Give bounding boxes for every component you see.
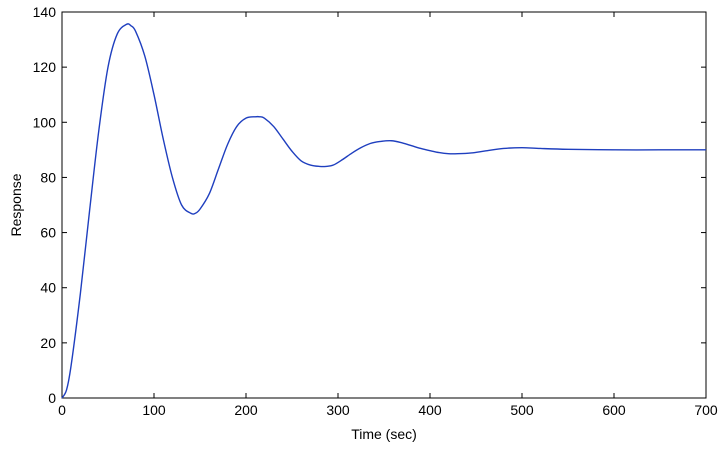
y-tick-label: 0 bbox=[48, 390, 56, 406]
x-tick-label: 0 bbox=[58, 402, 66, 418]
response-series-line bbox=[61, 23, 706, 399]
series-group bbox=[61, 23, 706, 399]
y-tick-label: 80 bbox=[40, 169, 56, 185]
plot-frame bbox=[61, 11, 707, 399]
y-tick-label: 120 bbox=[33, 59, 57, 75]
x-tick-label: 700 bbox=[694, 402, 718, 418]
y-tick-label: 60 bbox=[40, 225, 56, 241]
y-tick-label: 20 bbox=[40, 335, 56, 351]
x-tick-label: 300 bbox=[326, 402, 350, 418]
y-tick-label: 140 bbox=[33, 4, 57, 20]
y-tick-label: 40 bbox=[40, 280, 56, 296]
axis-ticks: 0 100 200 300 400 500 600 700 0 20 40 60 80 100 120 140 bbox=[33, 4, 718, 418]
x-tick-label: 500 bbox=[510, 402, 534, 418]
x-tick-label: 100 bbox=[142, 402, 166, 418]
x-tick-label: 400 bbox=[418, 402, 442, 418]
y-axis-label: Response bbox=[8, 173, 24, 236]
y-tick-label: 100 bbox=[33, 114, 57, 130]
x-tick-label: 600 bbox=[602, 402, 626, 418]
x-tick-label: 200 bbox=[234, 402, 258, 418]
x-axis-label: Time (sec) bbox=[351, 426, 417, 442]
